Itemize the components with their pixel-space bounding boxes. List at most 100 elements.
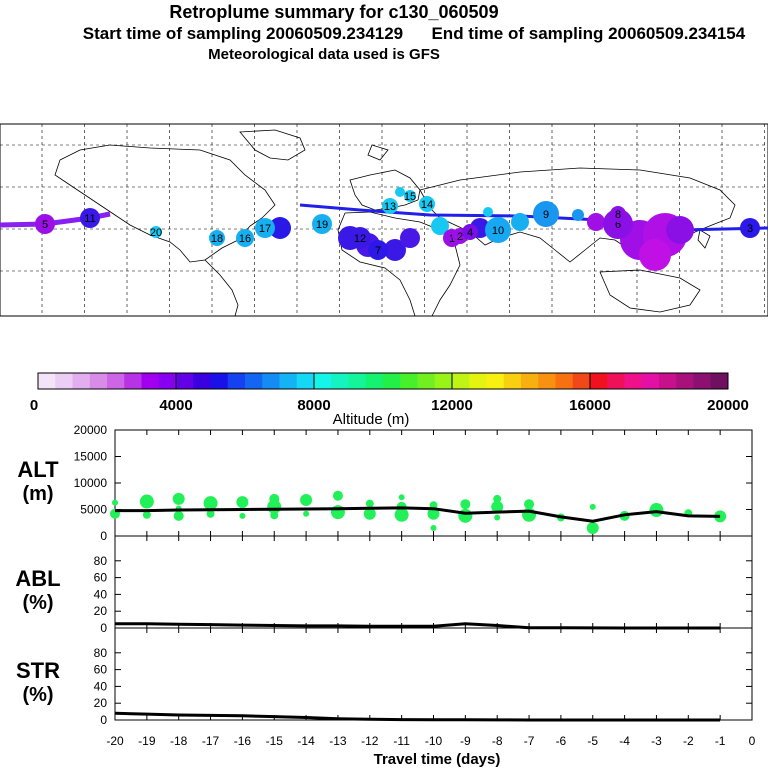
x-tick-label: -5 [587, 734, 598, 748]
colorbar-segment [590, 373, 608, 389]
colorbar-segment [158, 373, 177, 389]
plume-marker [400, 228, 420, 248]
x-tick-label: -2 [683, 734, 694, 748]
panel-unit-label: (m) [22, 483, 53, 505]
altitude-scatter-point [714, 510, 727, 523]
colorbar-tick-label: 0 [30, 397, 38, 414]
colorbar-segment [555, 373, 574, 389]
x-tick-label: -6 [556, 734, 567, 748]
altitude-scatter-point [365, 499, 374, 508]
colorbar-segment [641, 373, 660, 389]
colorbar-segment [141, 373, 160, 389]
colorbar-segment [348, 373, 367, 389]
colorbar-tick-label: 12000 [431, 397, 473, 414]
colorbar-segment [417, 373, 436, 389]
plume-marker [368, 240, 388, 260]
plume-marker [511, 213, 529, 231]
panel-unit-label: (%) [22, 592, 53, 614]
y-tick-label: 20000 [74, 423, 108, 437]
altitude-scatter-point [236, 496, 249, 509]
x-tick-label: -14 [297, 734, 315, 748]
altitude-scatter-point [172, 492, 185, 505]
colorbar-segment [227, 373, 246, 389]
plume-day-label: 14 [421, 199, 433, 211]
plume-day-label: 16 [239, 233, 251, 245]
y-tick-label: 60 [94, 571, 108, 585]
plume-marker [533, 201, 559, 227]
colorbar-segment [38, 373, 56, 389]
altitude-scatter-point [303, 510, 310, 517]
x-tick-label: -3 [651, 734, 662, 748]
plume-day-label: 15 [404, 191, 416, 203]
series-line-str [114, 711, 721, 722]
y-tick-label: 80 [94, 554, 108, 568]
plume-marker [587, 213, 605, 231]
panel-frame [114, 627, 753, 721]
plume-marker [419, 196, 435, 212]
colorbar-segment [469, 373, 487, 389]
sampling-times: Start time of sampling 20060509.234129 E… [82, 24, 746, 43]
y-tick-label: 0 [100, 621, 107, 635]
colorbar-segment [434, 373, 453, 389]
panel-unit-label: (%) [22, 684, 53, 706]
altitude-scatter-point [394, 507, 409, 522]
colorbar-segment [314, 373, 332, 389]
altitude-scatter-point [589, 503, 596, 510]
y-tick-label: 40 [94, 587, 108, 601]
plume-day-label: 4 [467, 227, 473, 239]
series-line-alt [115, 506, 721, 523]
colorbar-segment [400, 373, 418, 389]
altitude-scatter-point [139, 494, 154, 509]
colorbar-segment [710, 373, 729, 389]
colorbar-segment [503, 373, 522, 389]
y-tick-label: 0 [100, 713, 107, 727]
colorbar-segment [607, 373, 625, 389]
map-graticule [0, 124, 768, 316]
x-tick-label: -9 [460, 734, 471, 748]
plume-day-label: 19 [316, 219, 328, 231]
plume-track-line [0, 211, 111, 228]
x-tick-label: -19 [138, 734, 156, 748]
colorbar-segment [210, 373, 229, 389]
x-tick-label: -18 [170, 734, 188, 748]
x-tick-label: -4 [619, 734, 630, 748]
colorbar-segment [538, 373, 556, 389]
x-tick-label: -20 [106, 734, 124, 748]
x-tick-label: -10 [425, 734, 443, 748]
plume-marker [485, 217, 511, 243]
altitude-scatter-point [586, 522, 599, 535]
x-tick-label: -1 [715, 734, 726, 748]
plume-marker [384, 239, 406, 261]
x-tick-label: -17 [202, 734, 220, 748]
plume-marker [35, 214, 55, 234]
panel-label: STR [16, 658, 60, 683]
x-tick-label: -15 [266, 734, 284, 748]
panel-frame [114, 429, 753, 537]
plume-day-label: 7 [375, 245, 381, 257]
colorbar-segment [365, 373, 384, 389]
colorbar-segment [659, 373, 677, 389]
colorbar-segment [624, 373, 643, 389]
y-tick-label: 20 [94, 696, 108, 710]
plume-day-label: 20 [150, 227, 162, 239]
plume-marker [639, 239, 671, 271]
colorbar-segment [296, 373, 315, 389]
panel-label: ABL [15, 566, 60, 591]
colorbar-label: Altitude (m) [333, 411, 410, 428]
plume-marker [431, 217, 449, 235]
x-tick-label: -7 [524, 734, 535, 748]
plume-day-label: 18 [211, 233, 223, 245]
plume-day-label: 6 [615, 219, 621, 231]
colorbar-segment [521, 373, 539, 389]
altitude-scatter-point [398, 494, 405, 501]
plume-marker [150, 226, 162, 238]
x-tick-label: -11 [393, 734, 410, 748]
colorbar-segment [107, 373, 125, 389]
y-tick-label: 40 [94, 679, 108, 693]
colorbar-segment [245, 373, 263, 389]
plume-day-label: 3 [747, 223, 753, 235]
plume-marker [404, 190, 416, 202]
altitude-scatter-point [491, 500, 504, 513]
colorbar-segment [124, 373, 142, 389]
